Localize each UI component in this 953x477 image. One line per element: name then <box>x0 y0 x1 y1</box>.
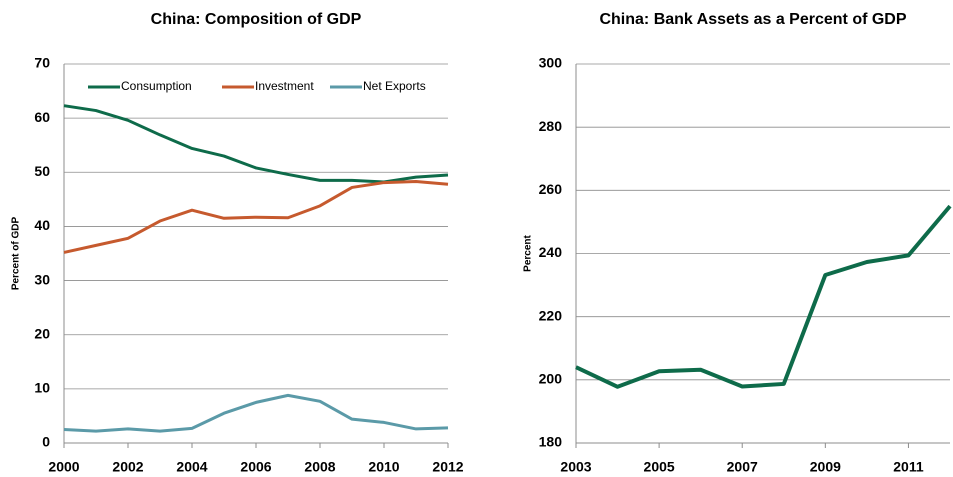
y-tick-label: 180 <box>539 434 563 450</box>
x-tick-label: 2010 <box>368 459 399 475</box>
y-tick-label: 260 <box>539 181 563 197</box>
x-tick-label: 2012 <box>432 459 463 475</box>
legend-label: Consumption <box>121 79 192 93</box>
line <box>63 104 449 184</box>
y-tick-label: 0 <box>42 434 50 450</box>
y-axis-label: Percent of GDP <box>11 217 22 291</box>
y-tick-label: 200 <box>539 371 563 387</box>
x-tick-label: 2007 <box>727 459 758 475</box>
y-tick-label: 70 <box>34 55 50 71</box>
chart-title: China: Bank Assets as a Percent of GDP <box>599 11 906 28</box>
x-tick-label: 2006 <box>240 459 271 475</box>
y-tick-label: 40 <box>34 217 50 233</box>
x-tick-label: 2009 <box>810 459 841 475</box>
y-tick-label: 50 <box>34 163 50 179</box>
y-tick-label: 240 <box>539 244 563 260</box>
x-tick-label: 2002 <box>112 459 143 475</box>
legend-label: Net Exports <box>363 79 426 93</box>
x-tick-label: 2000 <box>48 459 79 475</box>
y-tick-label: 280 <box>539 118 563 134</box>
line <box>575 204 952 389</box>
y-tick-label: 300 <box>539 55 563 71</box>
y-tick-label: 60 <box>34 109 50 125</box>
y-tick-label: 10 <box>34 380 50 396</box>
y-tick-label: 220 <box>539 307 563 323</box>
y-axis-label: Percent <box>523 234 534 271</box>
x-tick-label: 2011 <box>893 459 924 475</box>
x-tick-label: 2003 <box>560 459 591 475</box>
x-tick-label: 2005 <box>644 459 675 475</box>
y-tick-label: 30 <box>34 271 50 287</box>
line <box>63 393 449 433</box>
line <box>63 179 449 254</box>
legend-label: Investment <box>255 79 314 93</box>
x-tick-label: 2004 <box>176 459 207 475</box>
y-tick-label: 20 <box>34 325 50 341</box>
x-tick-label: 2008 <box>304 459 335 475</box>
chart-title: China: Composition of GDP <box>151 11 362 28</box>
